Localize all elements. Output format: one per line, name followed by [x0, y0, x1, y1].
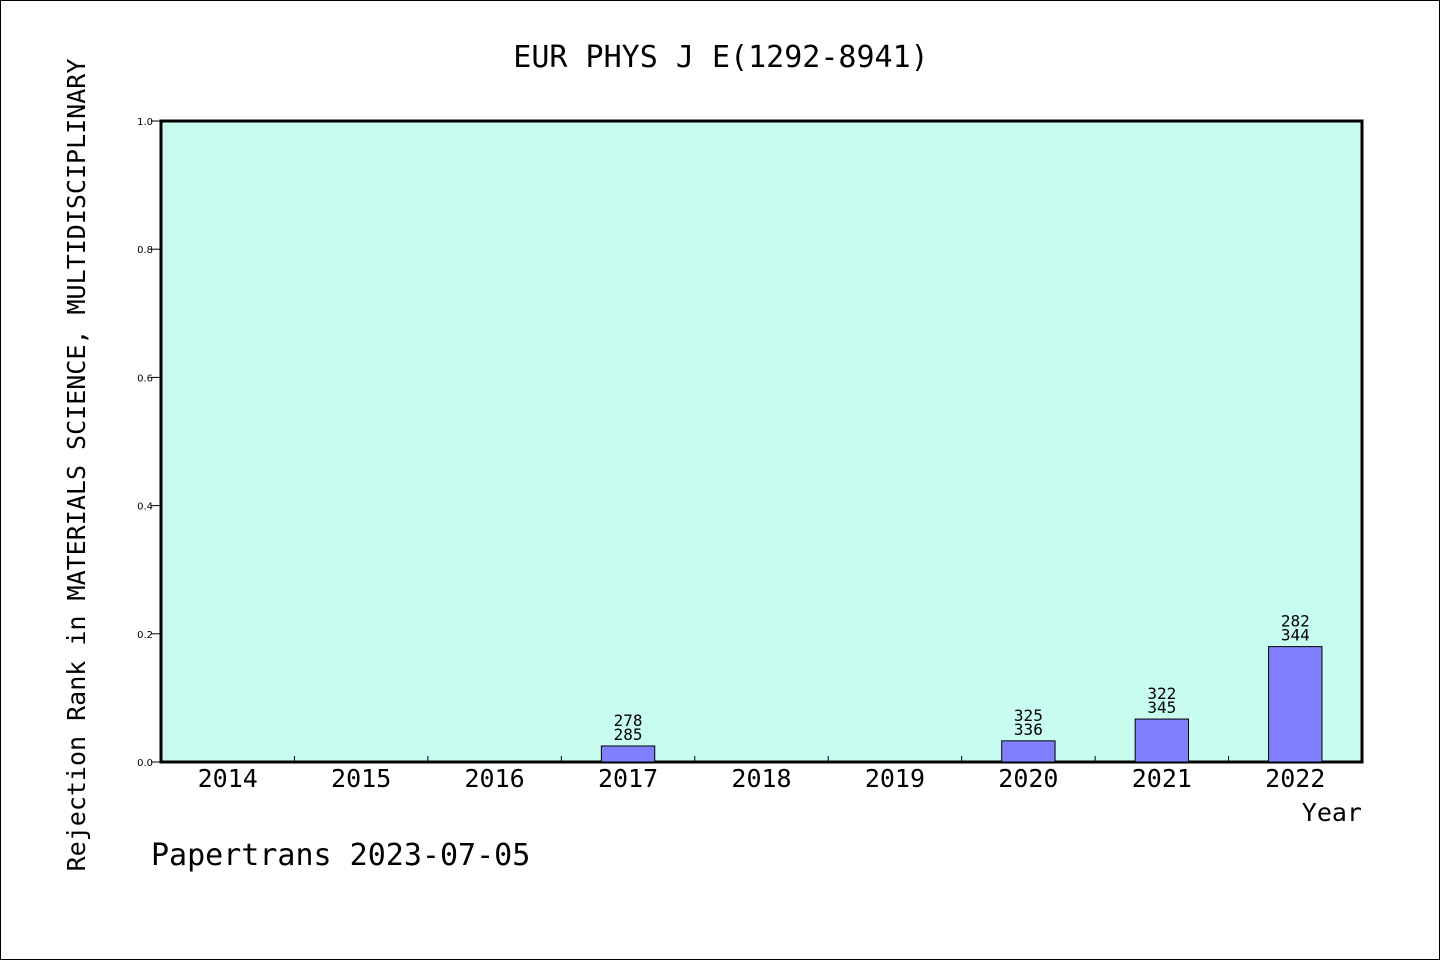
- bar-label-bottom: 285: [614, 725, 643, 744]
- y-tick-label: 1.0: [137, 117, 153, 128]
- x-tick-label: 2021: [1132, 764, 1192, 793]
- y-tick-label: 0.4: [137, 502, 153, 513]
- y-tick-label: 0.2: [137, 630, 153, 641]
- x-tick-label: 2022: [1265, 764, 1325, 793]
- y-tick-label: 0.0: [137, 758, 153, 769]
- bar-label-top: 322: [1147, 684, 1176, 703]
- footer-watermark: Papertrans 2023-07-05: [151, 838, 530, 873]
- y-tick-label: 0.8: [137, 245, 153, 256]
- chart-title: EUR PHYS J E(1292-8941): [513, 40, 928, 75]
- bar: [1268, 646, 1323, 763]
- y-axis-label: Rejection Rank in MATERIALS SCIENCE, MUL…: [62, 59, 91, 872]
- bar: [600, 745, 656, 763]
- bar-label-bottom: 344: [1281, 626, 1310, 645]
- bar-label-bottom: 345: [1147, 698, 1176, 717]
- bar: [1001, 740, 1056, 763]
- y-axis-ticks: 0.0 0.2 0.4 0.6 0.8 1.0: [137, 117, 161, 769]
- x-tick-label: 2015: [331, 764, 391, 793]
- x-axis-ticks: 2014 2015 2016 2017 2018 2019 2020 2021 2022: [198, 756, 1325, 793]
- x-tick-label: 2014: [198, 764, 258, 793]
- x-tick-label: 2018: [731, 764, 791, 793]
- x-axis-label: Year: [1302, 798, 1362, 827]
- plot-area: [159, 119, 1364, 764]
- x-tick-label: 2020: [998, 764, 1058, 793]
- x-tick-label: 2017: [598, 764, 658, 793]
- x-tick-label: 2019: [865, 764, 925, 793]
- x-tick-label: 2016: [465, 764, 525, 793]
- bar: [1134, 718, 1190, 763]
- bar-label-top: 325: [1014, 706, 1043, 725]
- y-tick-label: 0.6: [137, 373, 153, 384]
- bar-label-bottom: 336: [1014, 720, 1043, 739]
- bar-label-top: 282: [1281, 612, 1310, 631]
- bar-label-top: 278: [614, 711, 643, 730]
